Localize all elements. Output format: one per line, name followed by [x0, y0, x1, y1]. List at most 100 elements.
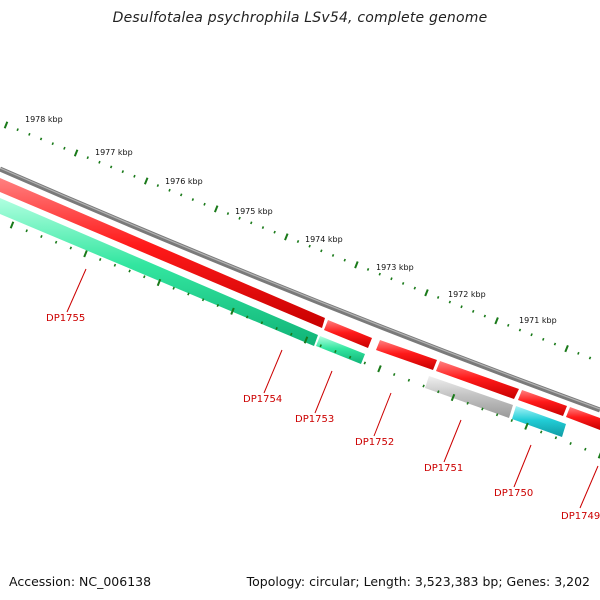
inner-tick: [216, 303, 220, 308]
outer-tick: [564, 345, 569, 353]
gene-DP1749-forward-block[interactable]: [566, 407, 600, 430]
gene-leader-lines: [66, 268, 599, 509]
inner-tick: [437, 390, 440, 394]
outer-tick: [308, 244, 311, 248]
outer-tick: [16, 128, 19, 132]
gene-DP1753-block[interactable]: [316, 336, 365, 364]
inner-tick: [156, 278, 162, 287]
outer-tick: [460, 305, 463, 309]
gene-label-DP1753[interactable]: DP1753: [295, 414, 334, 425]
inner-tick: [392, 372, 396, 377]
outer-tick: [413, 286, 417, 290]
gene-DP1752-arrow[interactable]: [324, 320, 372, 348]
ruler-labels: 1978 kbp 1977 kbp 1976 kbp 1975 kbp 1974…: [25, 115, 557, 325]
genome-backbone: [0, 166, 600, 413]
outer-tick: [577, 351, 580, 355]
inner-tick: [172, 286, 175, 290]
outer-tick: [354, 261, 359, 269]
ruler-inner-ticks: [9, 221, 600, 459]
gene-DP1755-block[interactable]: [0, 198, 318, 346]
inner-tick: [481, 407, 484, 411]
gene-label-DP1751[interactable]: DP1751: [424, 463, 463, 474]
leader-DP1750: [513, 444, 532, 488]
inner-tick: [407, 378, 411, 382]
gene-DP1750-block[interactable]: [512, 406, 566, 437]
gene-DP1751-forward-block[interactable]: [436, 361, 519, 399]
inner-tick: [348, 355, 352, 359]
outer-tick: [320, 249, 323, 253]
outer-tick: [588, 356, 592, 360]
gene-label-DP1750[interactable]: DP1750: [494, 488, 533, 499]
inner-tick: [143, 275, 146, 279]
ruler-outer-ticks: [3, 121, 592, 360]
inner-tick: [539, 430, 543, 434]
outer-tick: [401, 282, 405, 285]
leader-DP1752: [373, 392, 392, 437]
outer-tick: [343, 258, 346, 262]
inner-tick: [9, 221, 15, 229]
outer-tick: [3, 121, 9, 129]
outer-tick: [471, 309, 475, 313]
ruler-label-1974: 1974 kbp: [305, 235, 343, 244]
inner-tick: [334, 349, 337, 354]
outer-tick: [483, 314, 487, 318]
leader-DP1754: [263, 349, 283, 394]
leader-DP1753: [314, 370, 333, 414]
inner-tick: [260, 321, 264, 325]
outer-tick: [226, 212, 230, 215]
outer-tick: [273, 230, 276, 234]
outer-tick: [238, 216, 241, 220]
inner-tick: [128, 269, 131, 273]
inner-tick: [554, 436, 558, 440]
outer-tick: [494, 317, 499, 325]
outer-tick: [121, 170, 125, 174]
leader-DP1749: [579, 465, 599, 509]
leader-DP1755: [66, 268, 87, 313]
inner-tick: [290, 332, 293, 336]
outer-tick: [542, 337, 545, 341]
gene-label-DP1754[interactable]: DP1754: [243, 394, 282, 405]
inner-tick: [25, 229, 28, 233]
inner-tick: [69, 246, 73, 250]
map-title: Desulfotalea psychrophila LSv54, complet…: [112, 10, 488, 26]
gene-label-DP1752[interactable]: DP1752: [355, 437, 394, 448]
outer-tick: [296, 239, 300, 244]
outer-tick: [507, 323, 510, 327]
outer-tick: [63, 146, 66, 150]
outer-tick: [98, 160, 101, 164]
outer-tick: [73, 149, 79, 157]
outer-tick: [213, 205, 219, 213]
inner-tick: [363, 361, 367, 365]
outer-tick: [261, 226, 265, 229]
gene-label-DP1749[interactable]: DP1749: [561, 511, 600, 522]
outer-tick: [191, 198, 195, 201]
gene-DP1755-forward-block[interactable]: [0, 178, 325, 328]
inner-tick: [597, 452, 600, 459]
outer-tick: [168, 188, 171, 192]
gene-DP1752-body[interactable]: [376, 340, 437, 370]
gene-DP1750-forward-block[interactable]: [518, 390, 567, 416]
inner-tick: [54, 240, 58, 244]
outer-tick: [156, 184, 160, 187]
outer-tick: [51, 142, 54, 146]
inner-tick: [319, 344, 322, 348]
ruler-label-1973: 1973 kbp: [376, 263, 414, 272]
inner-tick: [450, 393, 456, 402]
outer-tick: [39, 137, 43, 141]
outer-tick: [530, 333, 533, 337]
inner-tick: [303, 336, 309, 344]
ruler-label-1971: 1971 kbp: [519, 316, 557, 325]
outer-tick: [518, 328, 522, 332]
inner-tick: [510, 418, 514, 423]
outer-tick: [378, 272, 381, 276]
outer-tick: [250, 221, 253, 225]
inner-tick: [83, 250, 88, 258]
gene-label-DP1755[interactable]: DP1755: [46, 313, 85, 324]
inner-tick: [230, 307, 235, 315]
gene-DP1751-block[interactable]: [425, 376, 513, 418]
outer-tick: [436, 296, 440, 299]
topology-text: Topology: circular; Length: 3,523,383 bp…: [246, 574, 590, 589]
outer-tick: [133, 174, 136, 178]
